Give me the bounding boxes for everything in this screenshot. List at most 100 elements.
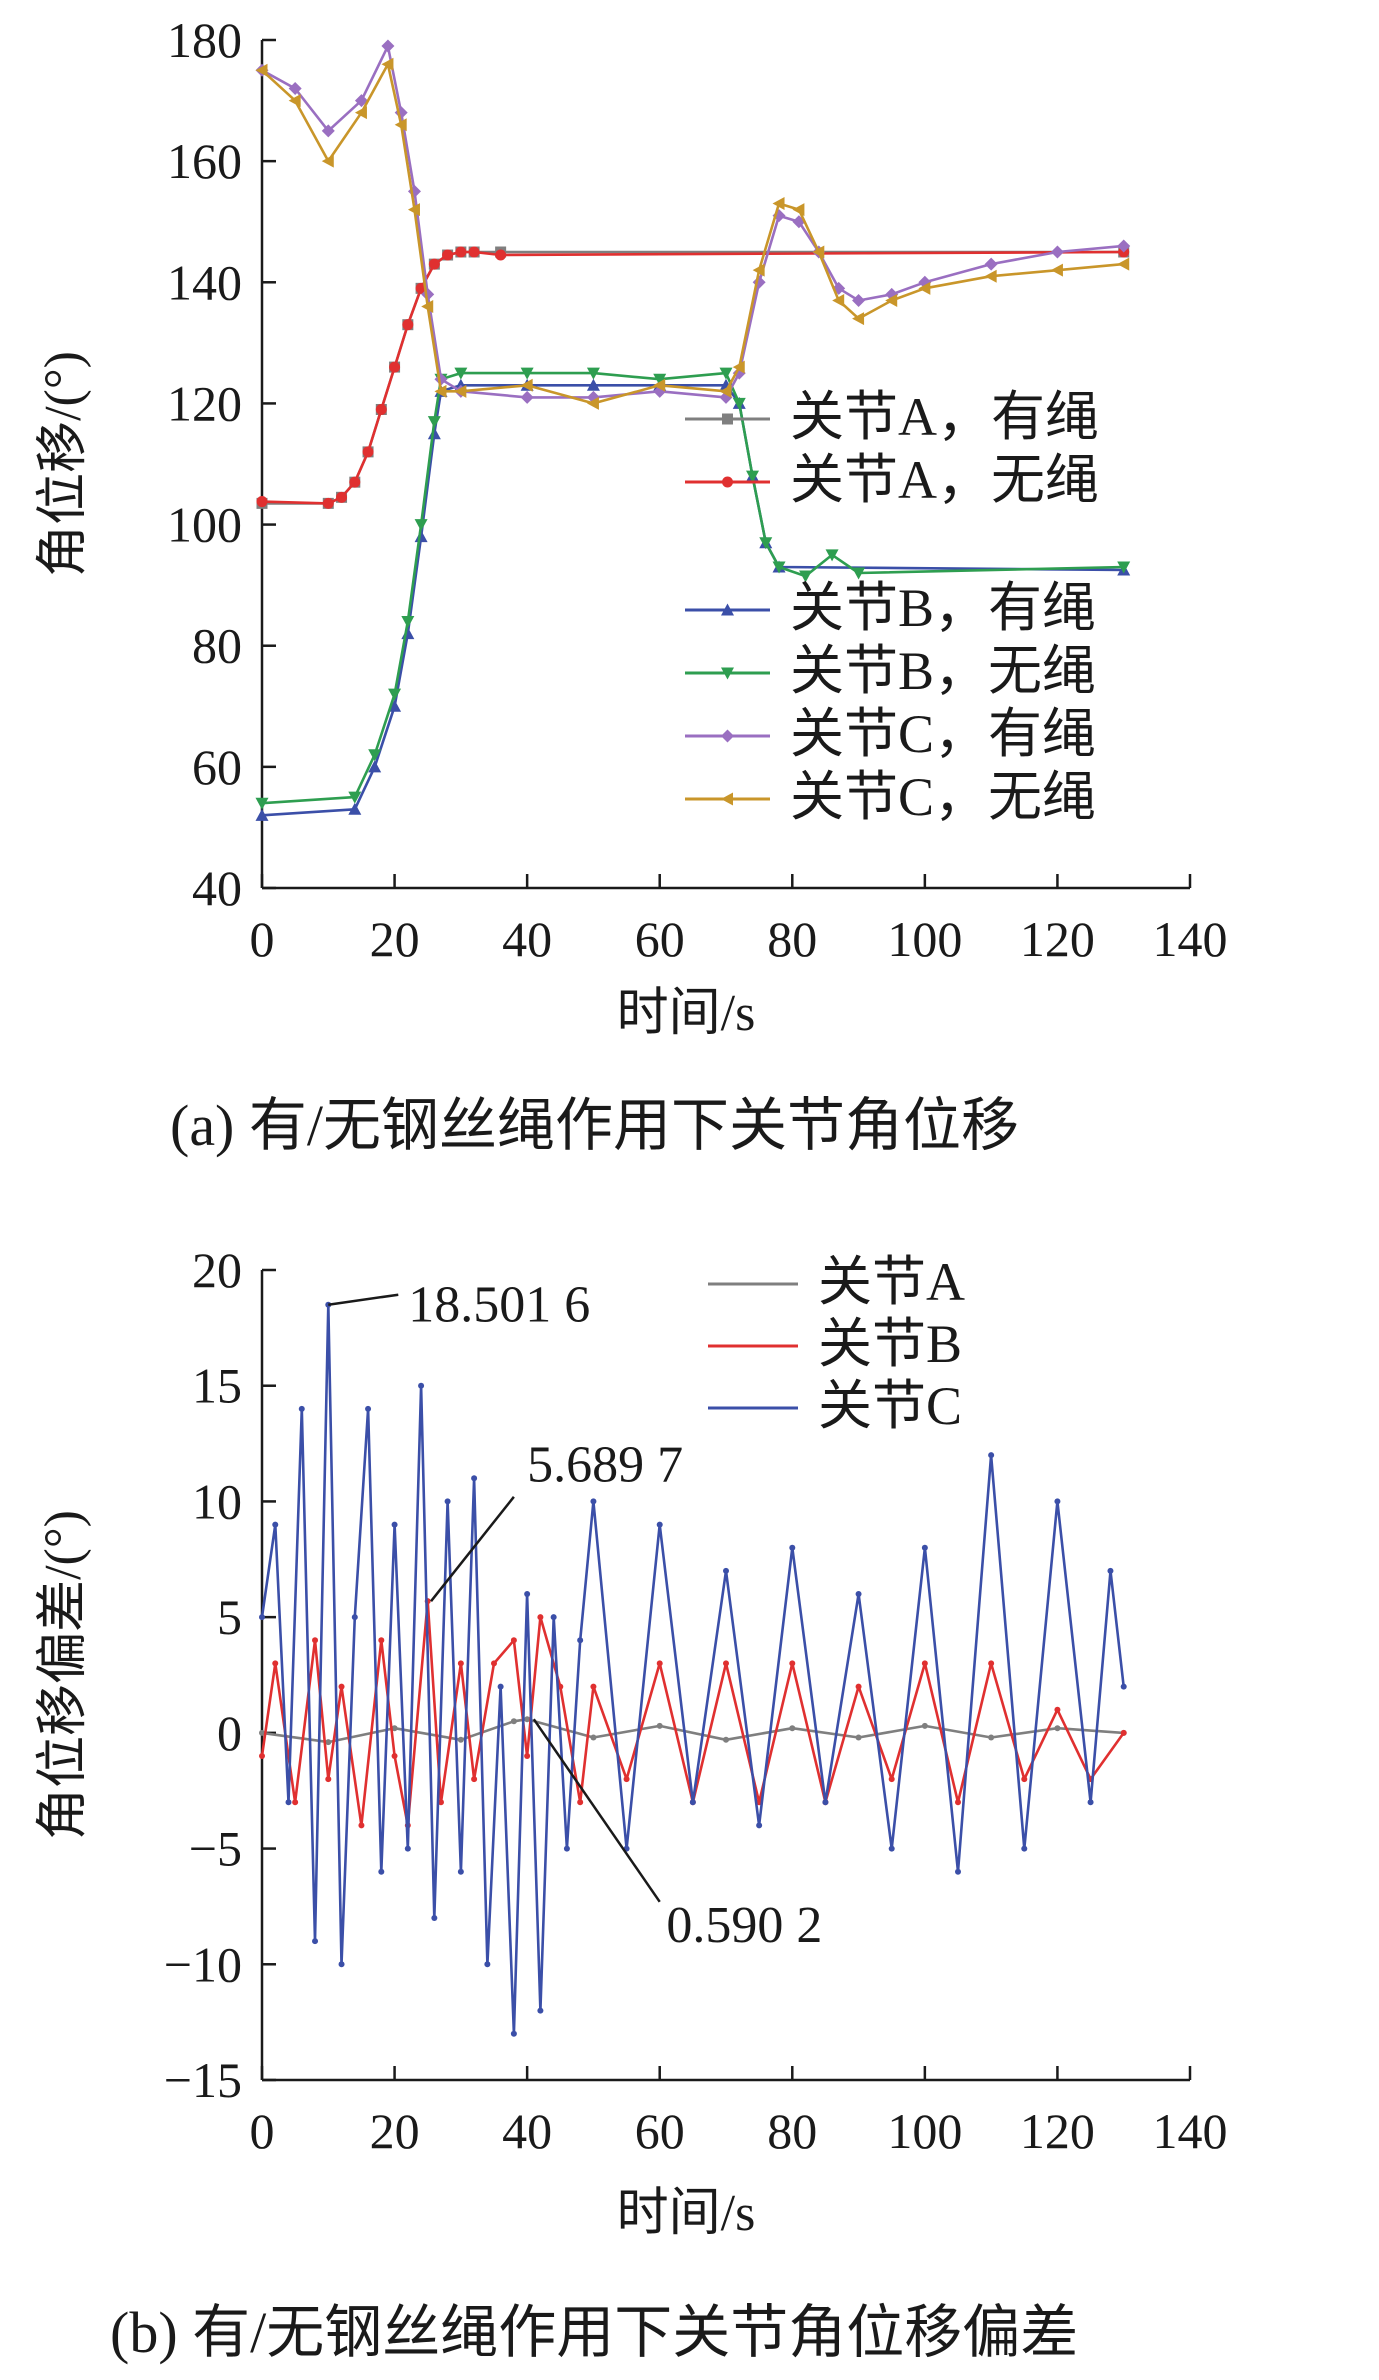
data-point [752, 263, 765, 277]
data-point [1054, 1725, 1061, 1732]
data-point [719, 384, 732, 398]
data-point [577, 1637, 584, 1644]
data-point [1087, 1799, 1094, 1806]
data-point [921, 1722, 928, 1729]
data-point [984, 269, 997, 283]
x-tick-label: 40 [502, 2103, 552, 2159]
data-point [312, 1637, 319, 1644]
data-point [789, 1725, 796, 1732]
data-point [524, 1716, 531, 1723]
y-tick-label: 160 [167, 133, 242, 189]
data-point [285, 1799, 292, 1806]
data-point [510, 1637, 517, 1644]
legend-marker [721, 792, 733, 806]
legend-label: 关节C，有绳 [790, 704, 1096, 764]
data-point [255, 797, 269, 810]
y-axis-label: 角位移/(°) [35, 351, 92, 577]
x-tick-label: 60 [635, 2103, 685, 2159]
data-point [550, 1614, 557, 1621]
y-tick-label: 120 [167, 375, 242, 431]
data-point [789, 1660, 796, 1667]
data-point [388, 699, 402, 712]
data-point [437, 1799, 444, 1806]
data-point [1117, 257, 1130, 271]
legend-label: 关节C，无绳 [790, 767, 1096, 827]
data-point [471, 1475, 478, 1482]
data-point [955, 1868, 961, 1875]
x-tick-label: 40 [502, 911, 552, 967]
data-point [586, 378, 600, 391]
data-point [362, 446, 374, 458]
y-tick-label: −10 [164, 1936, 242, 1992]
data-point [381, 57, 394, 71]
legend-label: 关节C [818, 1376, 962, 1436]
data-point [799, 570, 813, 583]
chart-panel-b: 0 20 40 60 80 100 120 140 −15 −10 −5 0 5 10 15 20 时间/s 角位… [35, 1242, 1228, 2365]
data-point [586, 396, 599, 410]
data-point [259, 1614, 265, 1621]
data-point [454, 384, 467, 398]
data-point [855, 1591, 862, 1597]
data-point [427, 427, 441, 440]
series-line [261, 62, 1124, 405]
data-point [746, 470, 760, 483]
data-point [349, 476, 361, 488]
data-point [723, 1567, 729, 1574]
x-tick-label: 0 [250, 2103, 275, 2159]
data-point [524, 1591, 531, 1597]
x-tick-label: 20 [370, 2103, 420, 2159]
y-tick-label: 0 [217, 1705, 242, 1761]
y-tick-label: 60 [192, 739, 242, 795]
data-point [792, 203, 805, 217]
data-point [520, 378, 533, 392]
x-tick-label: 140 [1153, 911, 1228, 967]
x-tick-label: 20 [370, 911, 420, 967]
data-point [298, 1405, 305, 1412]
data-point [1050, 245, 1064, 259]
data-point [984, 257, 998, 271]
y-tick-label: 20 [192, 1242, 242, 1298]
data-point [468, 246, 480, 258]
data-point [321, 124, 335, 138]
data-point [434, 384, 447, 398]
data-point [772, 197, 785, 211]
annotation-leader [430, 1496, 515, 1602]
y-tick-label: 140 [167, 254, 242, 310]
figure-caption: (a) 有/无钢丝绳作用下关节角位移 [170, 1093, 1019, 1158]
data-point [759, 537, 773, 550]
data-point [825, 549, 839, 562]
data-point [756, 1822, 763, 1829]
data-point [259, 1729, 265, 1736]
data-point [388, 688, 402, 701]
data-point [322, 497, 334, 509]
data-point [812, 245, 825, 259]
data-point [656, 1521, 663, 1528]
data-point [457, 1660, 464, 1667]
data-point [723, 1736, 729, 1743]
y-tick-label: 40 [192, 860, 242, 916]
data-point [719, 367, 733, 380]
data-point [391, 1521, 398, 1528]
y-tick-label: 100 [167, 497, 242, 553]
legend-marker [721, 667, 734, 680]
data-point [1120, 1683, 1127, 1690]
data-point [832, 293, 845, 307]
data-point [1107, 1567, 1114, 1574]
data-point [653, 378, 666, 392]
series-line [261, 44, 1124, 399]
data-point [457, 1868, 464, 1875]
data-point [852, 293, 866, 307]
x-tick-label: 80 [767, 911, 817, 967]
data-point [491, 1660, 497, 1667]
data-point [378, 1868, 385, 1875]
data-point [407, 203, 420, 217]
data-point [563, 1845, 570, 1852]
data-point [391, 1725, 398, 1732]
data-point [312, 1938, 319, 1945]
data-point [255, 808, 269, 821]
data-point [623, 1776, 630, 1783]
legend-label: 关节B，有绳 [790, 578, 1096, 638]
data-point [1117, 239, 1131, 253]
annotation-label: 5.689 7 [527, 1436, 683, 1493]
